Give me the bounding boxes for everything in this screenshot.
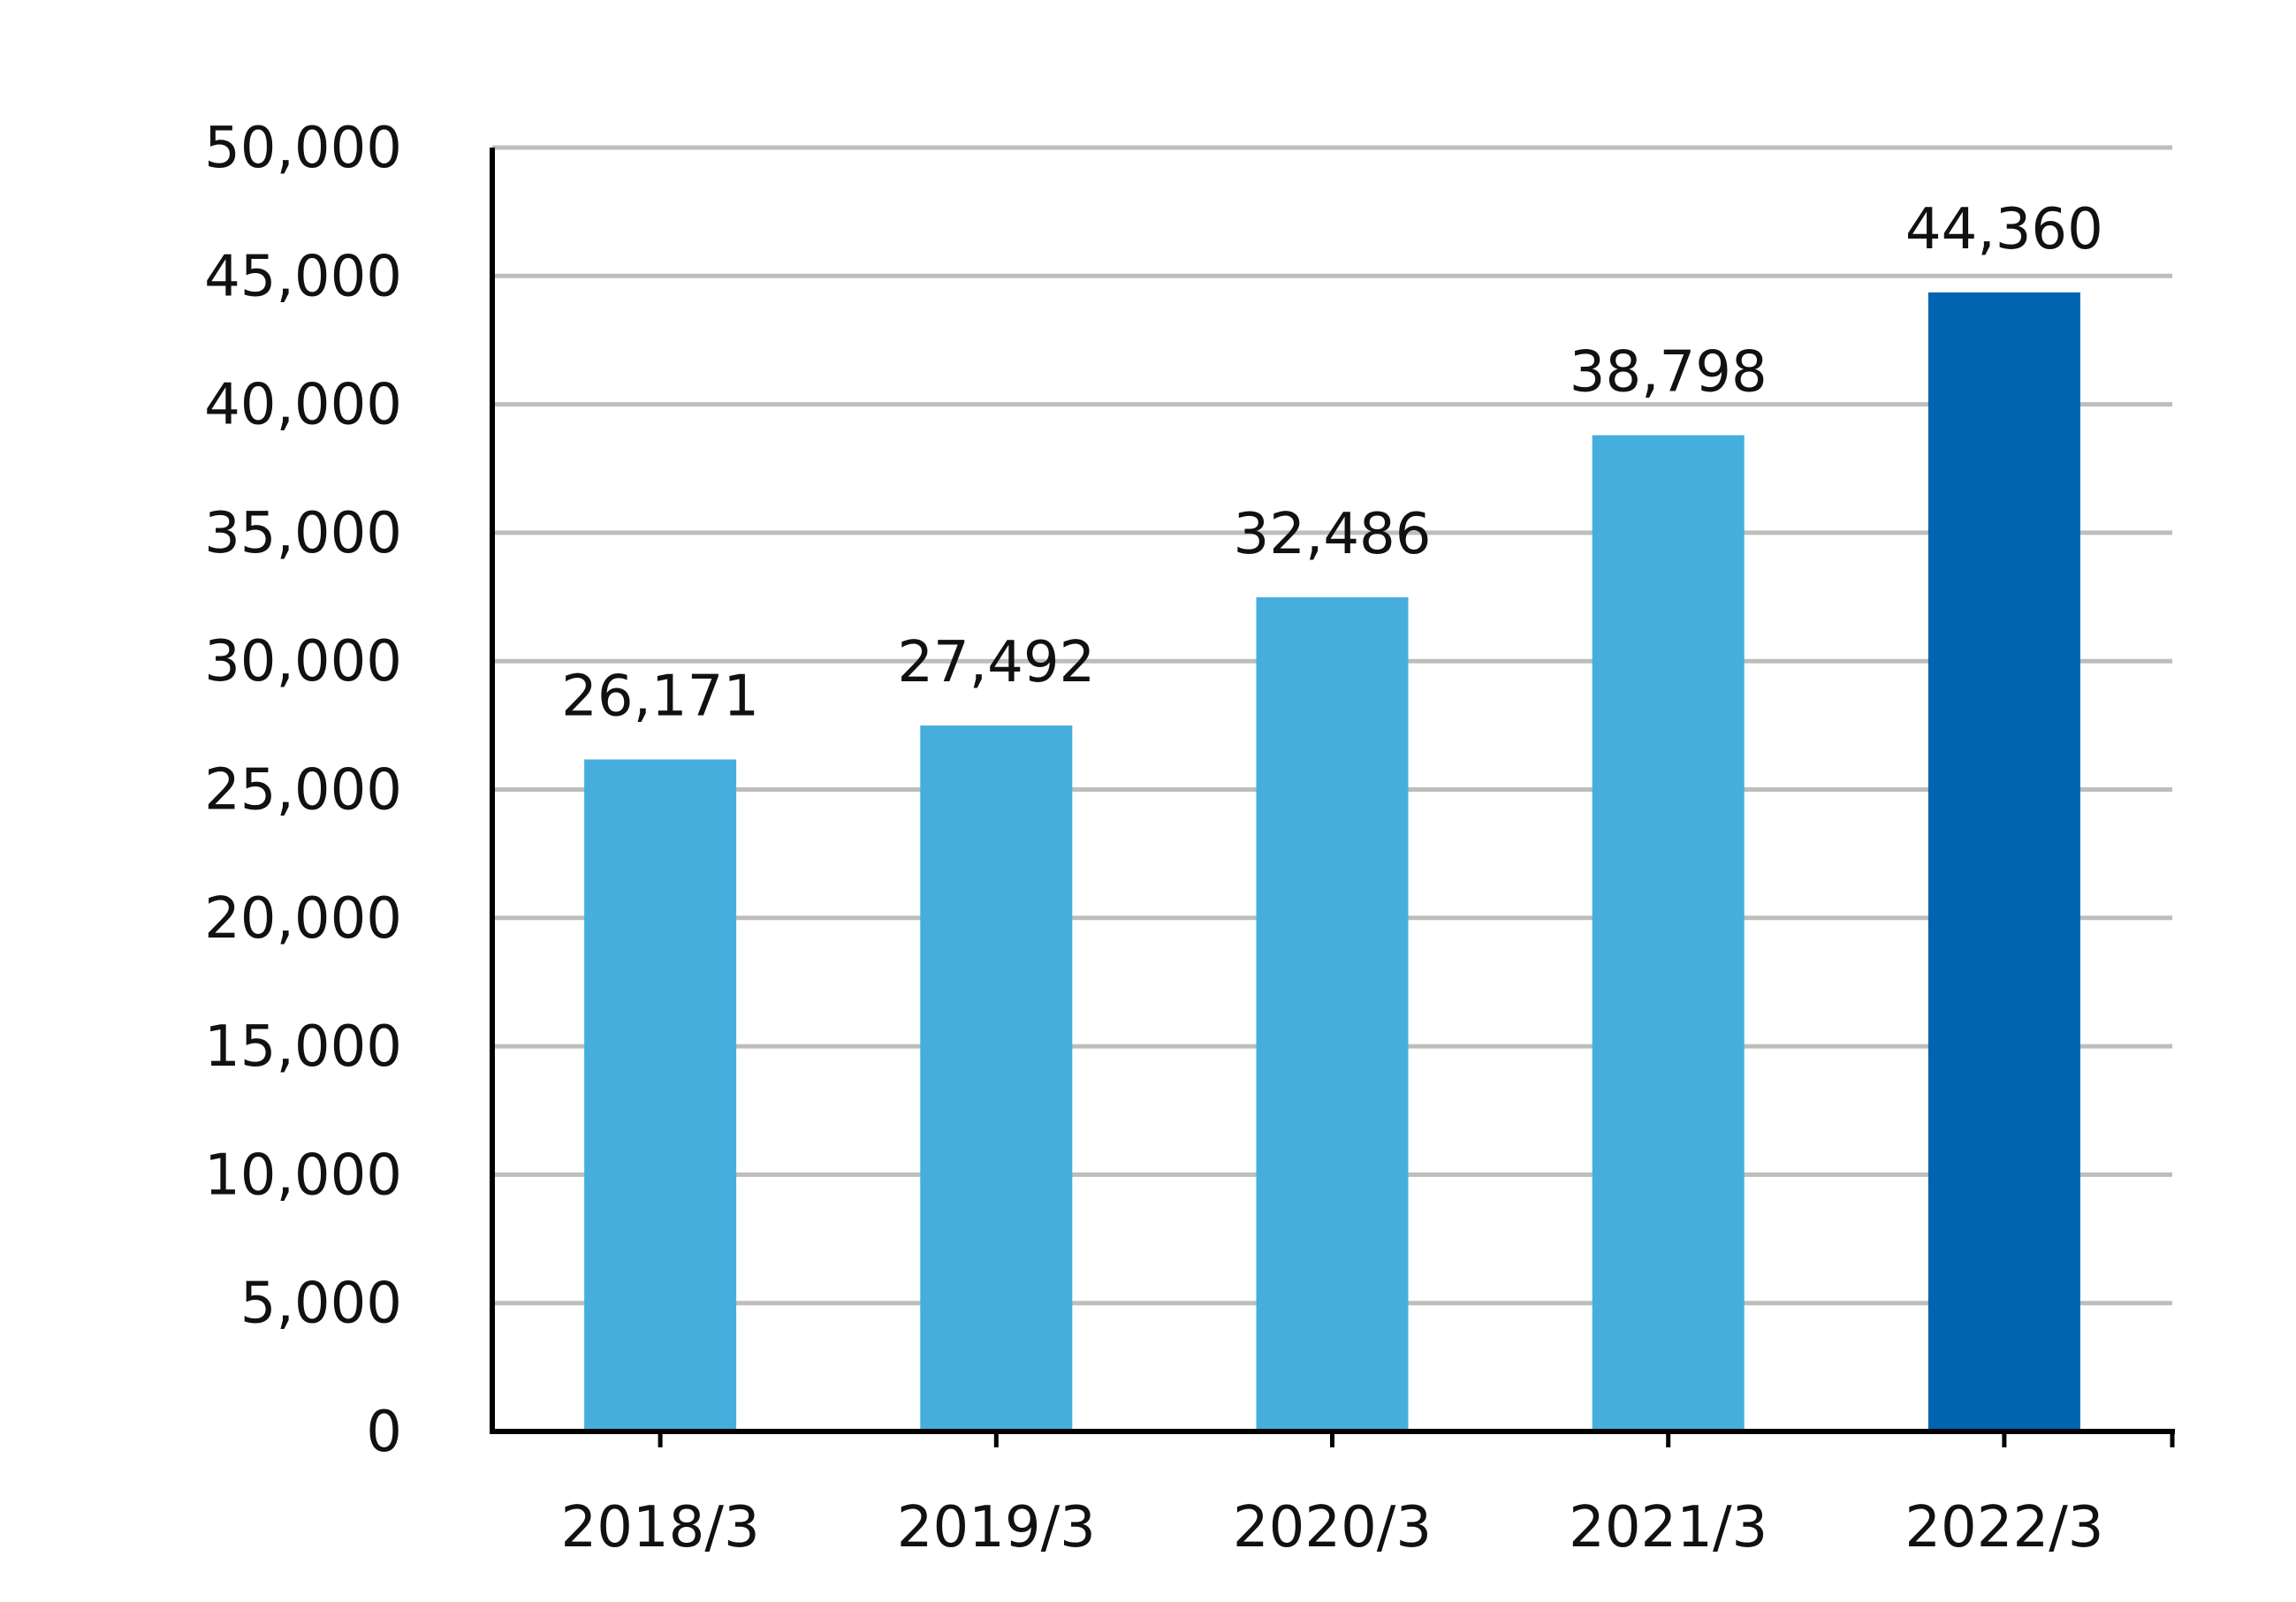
x-tick-label: 2020/3 bbox=[1233, 1495, 1432, 1560]
data-label: 44,360 bbox=[1905, 197, 2103, 262]
y-tick-label: 5,000 bbox=[240, 1272, 402, 1337]
labels: 0 5,000 10,000 15,000 20,000 25,000 30,000 35,0… bbox=[204, 116, 2103, 1560]
bar bbox=[1592, 435, 1745, 1431]
bar bbox=[1927, 292, 2080, 1431]
y-tick-label: 20,000 bbox=[204, 886, 402, 952]
x-tick-label: 2021/3 bbox=[1569, 1495, 1768, 1560]
bar bbox=[584, 759, 737, 1431]
data-label: 26,171 bbox=[561, 664, 759, 729]
y-tick-label: 25,000 bbox=[204, 758, 402, 824]
y-tick-label: 30,000 bbox=[204, 629, 402, 695]
axes bbox=[490, 148, 2175, 1447]
y-tick-label: 10,000 bbox=[204, 1143, 402, 1208]
x-tick-label: 2019/3 bbox=[897, 1495, 1096, 1560]
x-tick-label: 2022/3 bbox=[1904, 1495, 2103, 1560]
data-label: 27,492 bbox=[897, 630, 1095, 695]
bars bbox=[584, 292, 2080, 1431]
data-label: 32,486 bbox=[1234, 502, 1432, 567]
bar bbox=[1256, 596, 1409, 1431]
y-tick-label: 0 bbox=[366, 1400, 402, 1465]
y-tick-label: 40,000 bbox=[204, 373, 402, 438]
y-tick-label: 15,000 bbox=[204, 1014, 402, 1080]
data-label: 38,798 bbox=[1570, 340, 1768, 406]
x-tick-label: 2018/3 bbox=[561, 1495, 760, 1560]
y-tick-label: 50,000 bbox=[204, 116, 402, 181]
bar bbox=[920, 725, 1073, 1431]
y-tick-label: 35,000 bbox=[204, 501, 402, 566]
y-tick-label: 45,000 bbox=[204, 244, 402, 309]
